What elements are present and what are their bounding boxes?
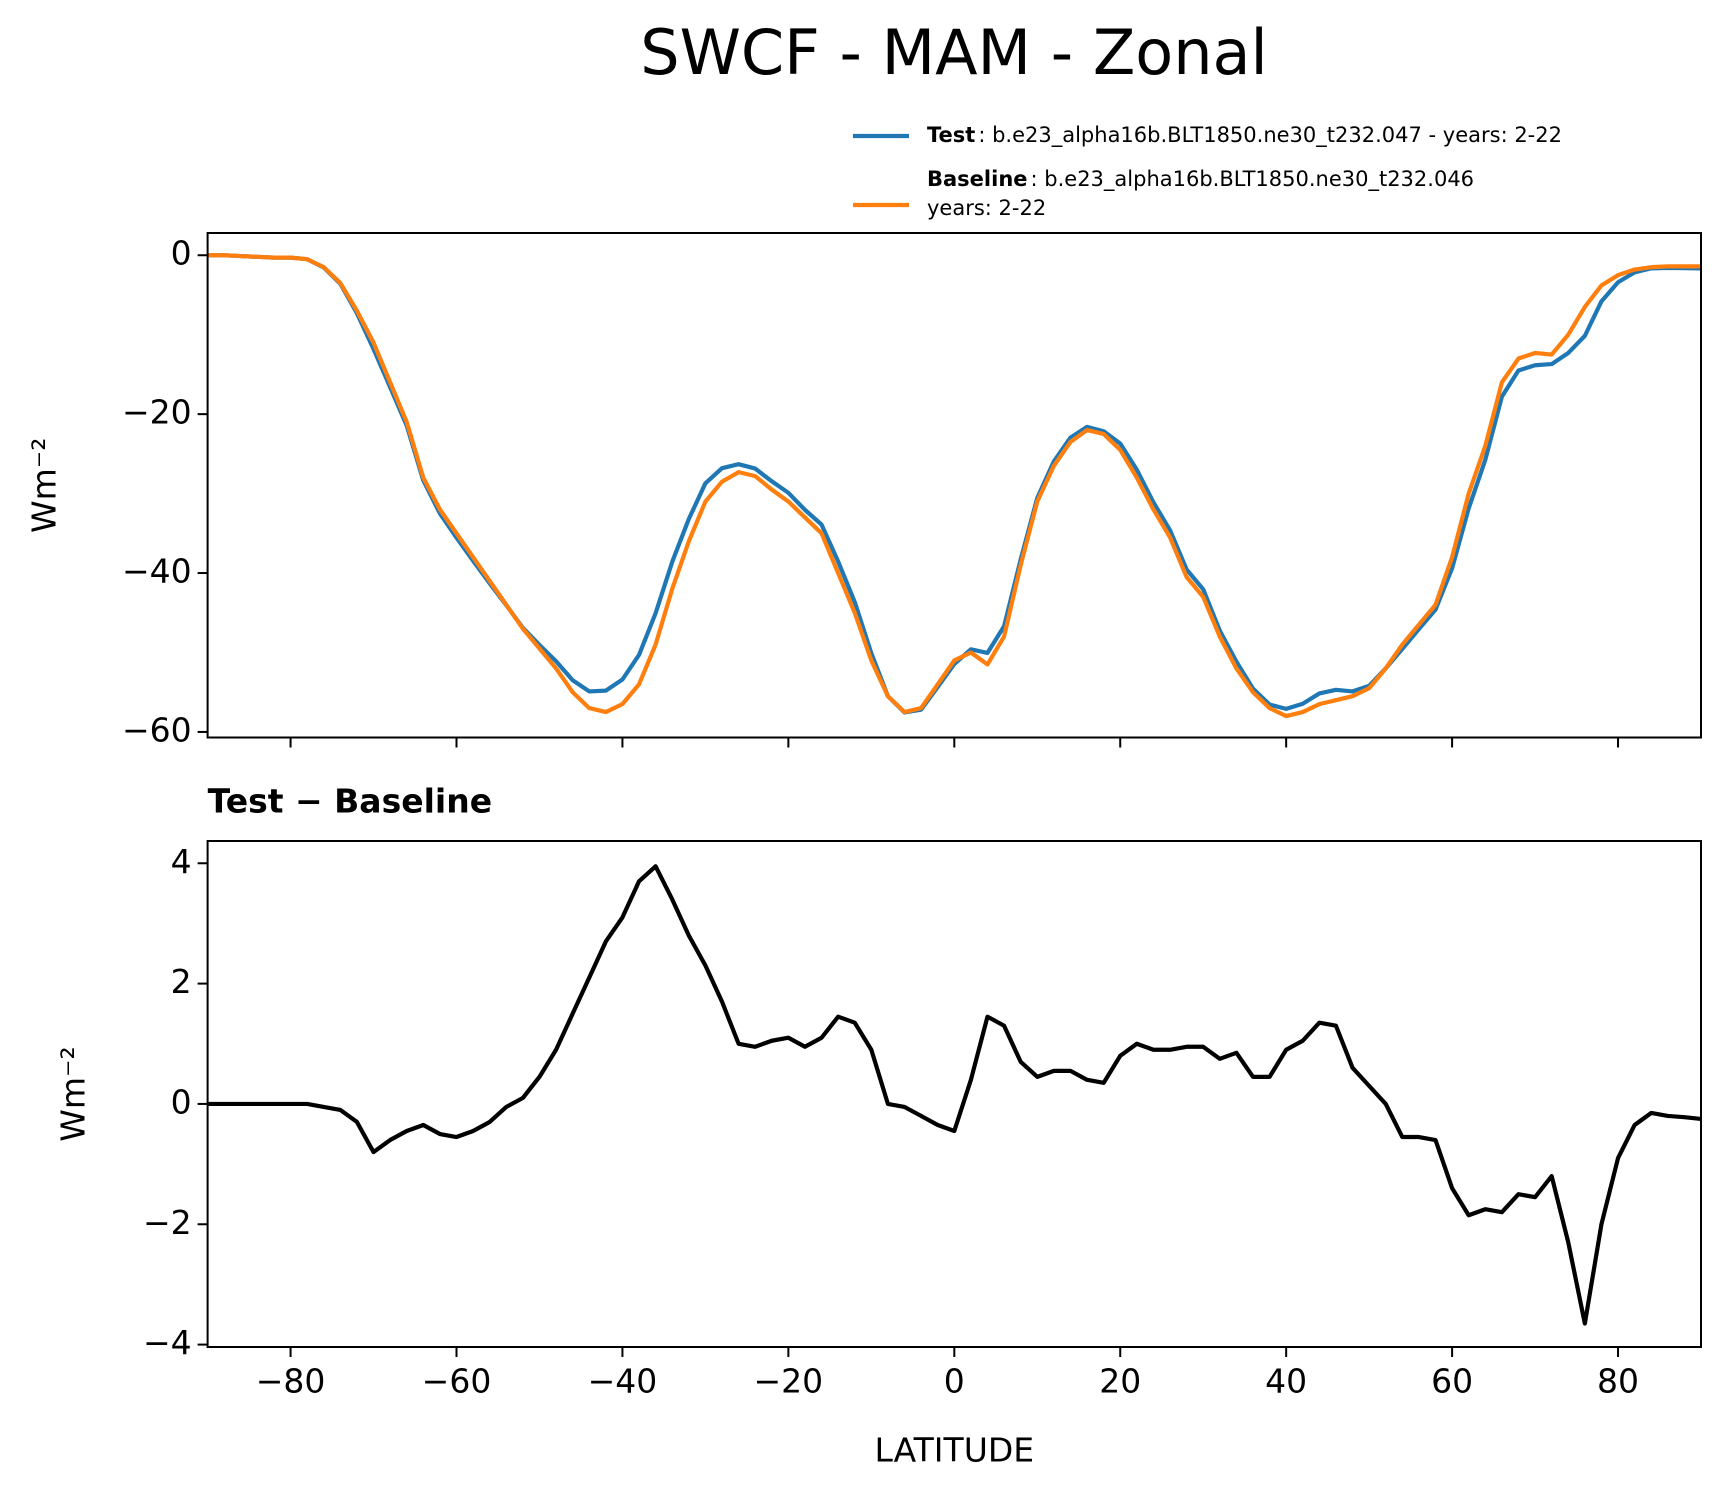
data-line — [207, 253, 1701, 719]
figure-title: SWCF - MAM - Zonal — [640, 16, 1268, 89]
y-tick-label: 4 — [171, 842, 192, 881]
axes-frame — [206, 232, 1703, 739]
legend-description: years: 2-22 — [927, 196, 1046, 220]
y-tick-label: −40 — [122, 552, 192, 591]
x-axis-label: LATITUDE — [874, 1431, 1034, 1470]
y-tick-label: −2 — [143, 1203, 192, 1242]
y-tick-label: 0 — [171, 234, 192, 273]
y-axis-label: Wm⁻² — [25, 438, 64, 533]
y-tick-label: −4 — [143, 1323, 192, 1362]
legend-description: : b.e23_alpha16b.BLT1850.ne30_t232.047 -… — [978, 123, 1562, 148]
x-tick-label: −40 — [588, 1362, 658, 1401]
x-tick-label: 40 — [1265, 1362, 1307, 1401]
x-tick-label: −80 — [256, 1362, 326, 1401]
y-tick-label: −60 — [122, 710, 192, 749]
y-tick-label: −20 — [122, 393, 192, 432]
x-tick-label: 0 — [944, 1362, 965, 1401]
data-line — [207, 864, 1702, 1326]
plot-area — [207, 253, 1702, 719]
axes-frame — [206, 840, 1703, 1348]
legend-name: Test — [927, 123, 975, 147]
legend-description: : b.e23_alpha16b.BLT1850.ne30_t232.046 — [1031, 167, 1475, 192]
x-tick-label: 20 — [1099, 1362, 1141, 1401]
legend-label: Baseline: b.e23_alpha16b.BLT1850.ne30_t2… — [927, 167, 1474, 192]
y-axis-label: Wm⁻² — [54, 1046, 93, 1141]
x-tick-label: −20 — [754, 1362, 824, 1401]
data-line — [207, 253, 1702, 715]
plot-area — [207, 864, 1702, 1326]
y-tick-label: 0 — [171, 1082, 192, 1121]
y-tick-label: 2 — [171, 962, 192, 1001]
legend-name: Baseline — [927, 167, 1028, 191]
subplot-title: Test − Baseline — [208, 782, 493, 821]
x-tick-label: 80 — [1597, 1362, 1639, 1401]
x-tick-label: −60 — [422, 1362, 492, 1401]
x-tick-label: 60 — [1431, 1362, 1473, 1401]
legend-label: Test: b.e23_alpha16b.BLT1850.ne30_t232.0… — [927, 123, 1562, 148]
